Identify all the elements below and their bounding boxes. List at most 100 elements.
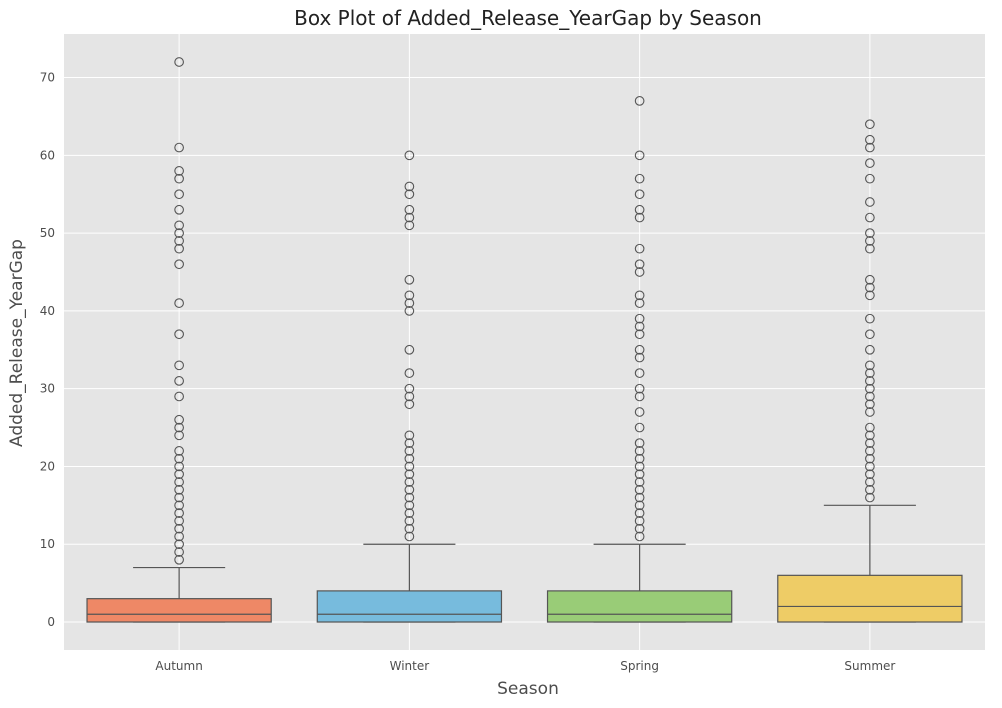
outlier-point bbox=[404, 469, 415, 480]
outlier-point bbox=[865, 173, 875, 184]
box-spring bbox=[546, 96, 733, 623]
outlier-point bbox=[634, 446, 645, 456]
outlier-point bbox=[404, 298, 415, 308]
outlier-point bbox=[634, 477, 645, 487]
outlier-point bbox=[634, 523, 645, 534]
outlier-point bbox=[174, 446, 184, 456]
outlier-point bbox=[634, 96, 645, 106]
outlier-point bbox=[404, 430, 415, 441]
outlier-point bbox=[634, 313, 645, 324]
outlier-point bbox=[404, 516, 415, 526]
outlier-point bbox=[404, 399, 415, 410]
outlier-point bbox=[634, 243, 645, 254]
outlier-point bbox=[865, 197, 875, 207]
outlier-point bbox=[404, 484, 415, 495]
outlier-point bbox=[865, 469, 875, 480]
outlier-point bbox=[865, 383, 875, 394]
outlier-point bbox=[174, 298, 184, 308]
outlier-point bbox=[865, 477, 875, 487]
outlier-point bbox=[174, 516, 184, 526]
outlier-point bbox=[865, 313, 875, 324]
outlier-point bbox=[634, 321, 645, 332]
outlier-point bbox=[404, 344, 415, 355]
outlier-point bbox=[634, 329, 645, 340]
outlier-point bbox=[634, 204, 645, 215]
outlier-point bbox=[174, 204, 184, 215]
iqr-box bbox=[316, 590, 503, 623]
outlier-point bbox=[174, 236, 184, 246]
outlier-point bbox=[634, 391, 645, 402]
outlier-point bbox=[634, 173, 645, 184]
outlier-point bbox=[865, 119, 875, 130]
outlier-point bbox=[634, 516, 645, 526]
outlier-point bbox=[865, 446, 875, 456]
outlier-point bbox=[174, 329, 184, 340]
outlier-point bbox=[404, 523, 415, 534]
outlier-point bbox=[865, 142, 875, 153]
outlier-point bbox=[404, 461, 415, 472]
y-tick-labels: 0 10 20 30 40 50 60 70 bbox=[40, 71, 55, 629]
outlier-point bbox=[404, 150, 415, 161]
outlier-point bbox=[174, 376, 184, 386]
outlier-point bbox=[404, 531, 415, 542]
outlier-point bbox=[634, 422, 645, 433]
outlier-point bbox=[174, 523, 184, 534]
y-tick-label: 60 bbox=[40, 148, 55, 162]
outlier-point bbox=[174, 492, 184, 503]
outlier-point bbox=[404, 438, 415, 448]
x-tick-labels: Autumn Winter Spring Summer bbox=[155, 659, 895, 673]
outlier-point bbox=[174, 189, 184, 200]
outlier-point bbox=[634, 531, 645, 542]
outlier-point bbox=[865, 453, 875, 464]
outlier-point bbox=[174, 228, 184, 238]
iqr-box bbox=[546, 590, 733, 623]
outlier-point bbox=[174, 414, 184, 425]
outlier-point bbox=[404, 383, 415, 394]
x-tick-label: Winter bbox=[390, 659, 430, 673]
outlier-point bbox=[634, 461, 645, 472]
outlier-point bbox=[865, 461, 875, 472]
chart-title: Box Plot of Added_Release_YearGap by Sea… bbox=[294, 6, 762, 30]
outlier-point bbox=[634, 150, 645, 161]
box-winter bbox=[316, 150, 503, 623]
outlier-point bbox=[634, 212, 645, 223]
outlier-point bbox=[404, 290, 415, 301]
y-tick-label: 30 bbox=[40, 382, 55, 396]
box-summer bbox=[777, 119, 963, 623]
outlier-point bbox=[404, 508, 415, 518]
outlier-point bbox=[174, 173, 184, 184]
outlier-point bbox=[865, 158, 875, 168]
outlier-point bbox=[865, 360, 875, 371]
outlier-point bbox=[865, 290, 875, 301]
outlier-point bbox=[865, 376, 875, 386]
outlier-point bbox=[634, 407, 645, 417]
outlier-point bbox=[634, 492, 645, 503]
y-tick-label: 70 bbox=[40, 71, 55, 85]
outlier-point bbox=[174, 461, 184, 472]
outlier-point bbox=[634, 267, 645, 277]
outlier-point bbox=[174, 259, 184, 270]
outlier-point bbox=[174, 142, 184, 153]
iqr-box bbox=[86, 598, 272, 623]
outlier-point bbox=[174, 422, 184, 433]
outlier-point bbox=[865, 274, 875, 285]
y-tick-label: 10 bbox=[40, 537, 55, 551]
outlier-point bbox=[865, 134, 875, 145]
x-tick-label: Autumn bbox=[155, 659, 202, 673]
x-tick-label: Spring bbox=[620, 659, 659, 673]
outlier-point bbox=[174, 57, 184, 67]
outlier-point bbox=[174, 477, 184, 487]
outlier-point bbox=[865, 422, 875, 433]
outlier-point bbox=[865, 329, 875, 340]
outlier-point bbox=[404, 181, 415, 192]
outlier-point bbox=[404, 306, 415, 316]
outlier-point bbox=[865, 492, 875, 503]
outlier-point bbox=[404, 492, 415, 503]
outlier-point bbox=[404, 220, 415, 231]
outlier-point bbox=[865, 282, 875, 293]
outlier-point bbox=[634, 453, 645, 464]
outlier-point bbox=[174, 220, 184, 231]
outlier-point bbox=[634, 290, 645, 301]
outlier-point bbox=[865, 368, 875, 378]
